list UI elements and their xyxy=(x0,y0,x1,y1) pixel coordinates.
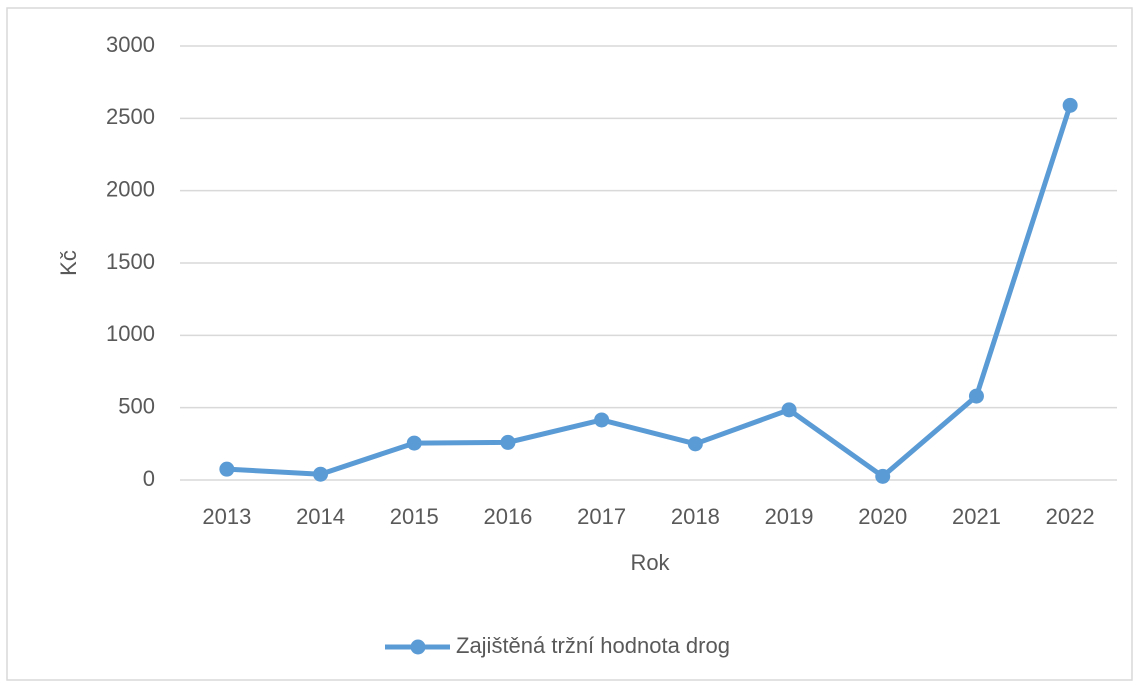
y-tick-label: 3000 xyxy=(106,32,155,57)
data-point xyxy=(875,468,891,484)
x-tick-label: 2018 xyxy=(671,504,720,529)
x-tick-label: 2014 xyxy=(296,504,345,529)
x-tick-label: 2020 xyxy=(858,504,907,529)
legend-label: Zajištěná tržní hodnota drog xyxy=(456,633,730,658)
data-point xyxy=(968,388,984,404)
x-tick-label: 2013 xyxy=(202,504,251,529)
y-tick-label: 1500 xyxy=(106,249,155,274)
data-point xyxy=(500,434,516,450)
data-point xyxy=(781,402,797,418)
data-point xyxy=(594,412,610,428)
data-point xyxy=(1062,97,1078,113)
data-point xyxy=(687,436,703,452)
data-point xyxy=(219,461,235,477)
legend-marker xyxy=(410,639,426,655)
data-line xyxy=(226,104,1073,479)
y-tick-label: 2000 xyxy=(106,176,155,201)
x-tick-label: 2022 xyxy=(1046,504,1095,529)
data-point xyxy=(406,435,422,451)
x-tick-label: 2021 xyxy=(952,504,1001,529)
x-tick-label: 2019 xyxy=(765,504,814,529)
y-axis-label: Kč xyxy=(56,250,81,276)
x-tick-label: 2015 xyxy=(390,504,439,529)
y-tick-label: 2500 xyxy=(106,104,155,129)
y-tick-label: 0 xyxy=(143,466,155,491)
x-axis-label: Rok xyxy=(630,550,670,575)
chart-frame xyxy=(6,7,1133,681)
y-tick-label: 500 xyxy=(118,393,155,418)
x-tick-label: 2017 xyxy=(577,504,626,529)
y-tick-label: 1000 xyxy=(106,321,155,346)
x-tick-label: 2016 xyxy=(483,504,532,529)
data-point xyxy=(313,466,329,482)
